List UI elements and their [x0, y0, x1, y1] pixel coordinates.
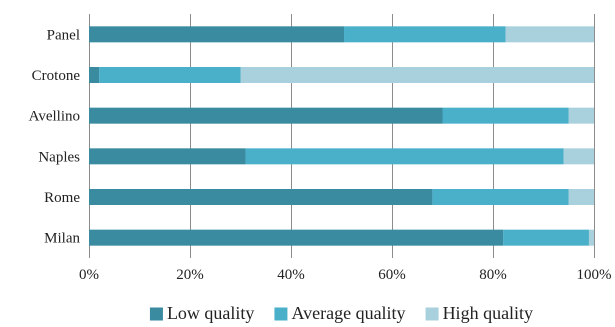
x-tick-label: 60% — [378, 267, 406, 283]
x-tick-label: 20% — [176, 267, 204, 283]
bar-segment — [89, 67, 100, 83]
bar-segment — [503, 229, 589, 246]
bar-segment — [89, 229, 504, 246]
x-tick-labels: 0% 20% 40% 60% 80% 100% — [79, 267, 612, 283]
bar-segment — [505, 26, 594, 43]
gridlines — [89, 14, 595, 258]
bar-segment — [89, 148, 246, 165]
legend-swatch — [274, 307, 288, 321]
legend-swatch — [149, 307, 163, 321]
legend-label: High quality — [443, 303, 534, 323]
bars — [89, 26, 594, 246]
bar-segment — [240, 67, 594, 83]
bar-segment — [588, 229, 594, 246]
bar-segment — [568, 107, 594, 124]
x-tick-label: 100% — [577, 267, 612, 283]
category-label: Crotone — [32, 68, 81, 84]
bar-segment — [442, 107, 569, 124]
x-tick-label: 0% — [79, 267, 99, 283]
x-tick-label: 40% — [277, 267, 305, 283]
bar-segment — [568, 189, 594, 205]
category-label: Panel — [47, 27, 80, 43]
category-label: Naples — [38, 149, 80, 165]
bar-segment — [432, 189, 569, 205]
legend: Low quality Average quality High quality — [149, 303, 534, 323]
bar-segment — [89, 107, 443, 124]
legend-swatch — [425, 307, 439, 321]
bar-segment — [99, 67, 241, 83]
bar-segment — [89, 189, 433, 205]
x-tick-label: 80% — [479, 267, 507, 283]
bar-segment — [344, 26, 506, 43]
category-label: Milan — [44, 231, 80, 247]
bar-segment — [563, 148, 594, 165]
legend-label: Low quality — [167, 303, 255, 323]
bar-segment — [89, 26, 345, 43]
category-label: Rome — [44, 190, 80, 206]
category-label: Avellino — [29, 109, 80, 125]
legend-label: Average quality — [291, 303, 405, 323]
category-labels: Panel Crotone Avellino Naples Rome Milan — [29, 27, 81, 246]
bar-segment — [245, 148, 564, 165]
